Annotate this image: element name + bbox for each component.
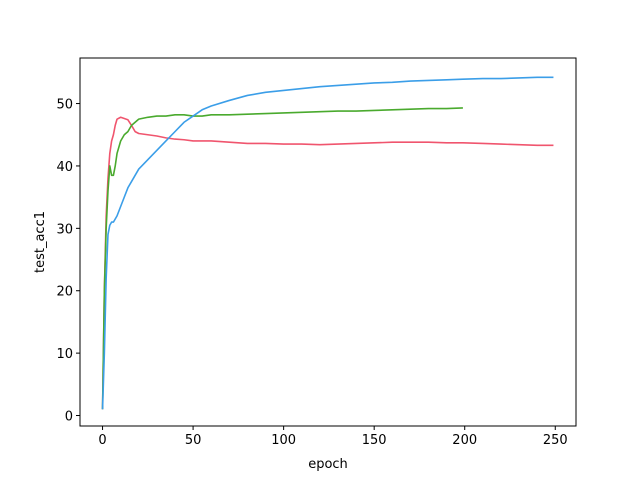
plot-frame xyxy=(79,57,577,427)
y-tick-label: 40 xyxy=(56,160,73,175)
y-tick-label: 0 xyxy=(65,410,73,425)
x-tick-label: 150 xyxy=(362,433,387,448)
x-tick-label: 100 xyxy=(271,433,296,448)
series-line xyxy=(101,107,463,410)
x-tick-label: 0 xyxy=(98,433,106,448)
x-tick-label: 250 xyxy=(543,433,568,448)
y-tick-label: 50 xyxy=(56,98,73,113)
y-tick-label: 30 xyxy=(56,222,73,237)
y-axis-label: test_acc1 xyxy=(33,211,48,273)
series-line xyxy=(101,116,554,410)
x-axis-label: epoch xyxy=(308,457,348,472)
x-tick-label: 200 xyxy=(452,433,477,448)
y-tick-label: 10 xyxy=(56,347,73,362)
x-tick-label: 50 xyxy=(185,433,202,448)
y-tick-label: 20 xyxy=(56,285,73,300)
series-line xyxy=(101,76,554,410)
